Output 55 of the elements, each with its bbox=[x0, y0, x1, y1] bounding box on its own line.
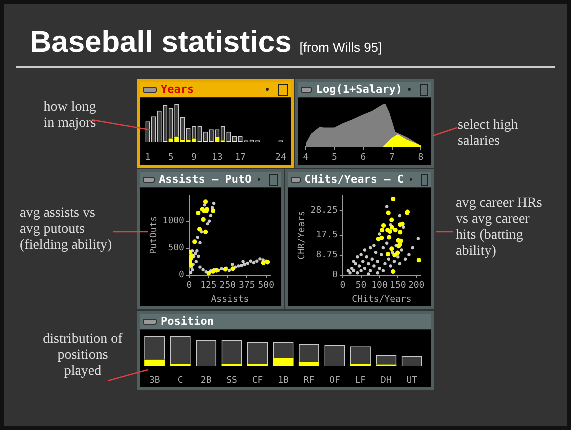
x-tick-label: 24 bbox=[276, 152, 286, 163]
y-tick-label: 500 bbox=[168, 244, 184, 254]
x-tick-label: 1B bbox=[278, 376, 289, 386]
x-tick-label: 6 bbox=[360, 152, 366, 163]
y-tick-label: 8.75 bbox=[316, 250, 338, 261]
x-tick-label: 3B bbox=[149, 376, 160, 386]
x-tick-label: 4 bbox=[303, 152, 309, 163]
text: select high salaries bbox=[458, 118, 520, 150]
chart-title: Assists – PutO bbox=[159, 173, 252, 186]
x-tick-label: 5 bbox=[168, 152, 174, 163]
x-tick-label: 9 bbox=[192, 152, 197, 163]
y-axis-title: PutOuts bbox=[150, 216, 160, 254]
x-axis-title: Assists bbox=[211, 294, 250, 305]
x-tick-label: 150 bbox=[390, 281, 406, 292]
x-tick-label: 0 bbox=[340, 281, 346, 292]
x-tick-label: RF bbox=[304, 376, 315, 386]
text: avg career HRs vs avg career hits (batting ability) bbox=[456, 196, 544, 260]
x-tick-label: 50 bbox=[356, 281, 367, 292]
x-axis-title: CHits/Years bbox=[352, 294, 412, 305]
x-tick-label: 5 bbox=[332, 152, 338, 163]
y-tick-label: 17.5 bbox=[316, 230, 338, 241]
x-tick-label: DH bbox=[380, 376, 392, 386]
text: [from Wills 95] bbox=[300, 40, 382, 55]
x-tick-label: UT bbox=[406, 376, 418, 386]
text: distribution of positions played bbox=[42, 332, 124, 380]
x-tick-label: SS bbox=[226, 376, 238, 386]
y-tick-label: 1000 bbox=[162, 216, 184, 227]
x-tick-label: 100 bbox=[372, 281, 388, 292]
x-tick-label: 13 bbox=[212, 152, 223, 163]
x-tick-label: 0 bbox=[186, 281, 192, 292]
x-tick-label: CF bbox=[252, 376, 264, 386]
x-tick-label: 375 bbox=[239, 281, 256, 292]
x-tick-label: 8 bbox=[418, 152, 424, 163]
chart-title: Log(1+Salary) bbox=[316, 83, 402, 96]
y-axis-title: CHR/Years bbox=[298, 211, 308, 260]
y-tick-label: 0 bbox=[179, 270, 184, 281]
x-tick-label: 1 bbox=[145, 152, 151, 163]
x-tick-label: 17 bbox=[235, 152, 246, 163]
text: how long in majors bbox=[42, 100, 98, 132]
x-tick-label: 7 bbox=[390, 152, 395, 163]
x-tick-label: 125 bbox=[200, 281, 217, 292]
x-tick-label: OF bbox=[330, 376, 340, 386]
y-tick-label: 0 bbox=[332, 270, 338, 281]
text: Baseball statistics bbox=[30, 26, 292, 59]
x-tick-label: 500 bbox=[258, 281, 275, 292]
chart-title: Years bbox=[161, 83, 196, 96]
x-tick-label: 2B bbox=[200, 376, 212, 386]
x-tick-label: 200 bbox=[408, 281, 425, 292]
x-tick-label: 250 bbox=[220, 281, 236, 292]
x-tick-label: C bbox=[178, 376, 184, 386]
y-tick-label: 28.25 bbox=[310, 206, 338, 216]
chart-title: CHits/Years – C bbox=[304, 173, 404, 186]
chart-title: Position bbox=[161, 315, 215, 328]
x-tick-label: LF bbox=[355, 376, 366, 386]
text: avg assists vs avg putouts (fielding ability) bbox=[20, 206, 114, 254]
